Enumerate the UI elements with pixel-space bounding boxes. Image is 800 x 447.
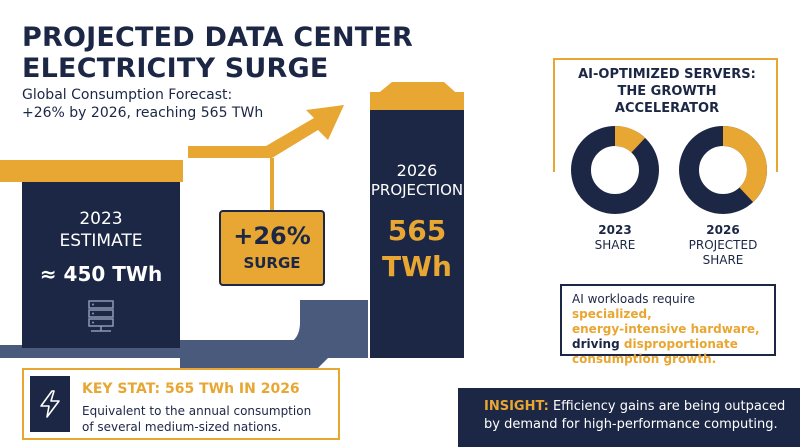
ai-card-title-line-2: THE GROWTH ACCELERATOR <box>614 84 720 116</box>
insight-label: INSIGHT: <box>484 399 549 414</box>
ai-card-title-line-1: AI-OPTIMIZED SERVERS: <box>578 67 756 82</box>
donut-2023-ai-share <box>615 126 646 153</box>
share-donuts <box>571 126 767 214</box>
ai-note-text-3a: driving <box>572 337 624 351</box>
projection-unit: TWh <box>382 250 452 283</box>
ai-card-frame <box>553 58 778 172</box>
estimate-label: ESTIMATE <box>59 231 143 251</box>
key-stat-heading: KEY STAT: 565 TWh IN 2026 <box>82 381 300 397</box>
ai-note-text-3b: disproportionate <box>623 337 738 351</box>
donut-2026-year: 2026 <box>706 223 740 237</box>
key-stat-line-2: of several medium-sized nations. <box>82 420 282 434</box>
title-line-1: PROJECTED DATA CENTER <box>22 22 414 53</box>
projection-value: 565 <box>387 214 447 247</box>
surge-label: SURGE <box>243 254 301 272</box>
page-title: PROJECTED DATA CENTER ELECTRICITY SURGE <box>22 22 413 84</box>
ai-note-line-2: energy-intensive hardware, <box>572 322 760 336</box>
subtitle-line-1: Global Consumption Forecast: <box>22 87 233 103</box>
surge-percent: +26% <box>233 222 311 250</box>
insight-banner: INSIGHT: Efficiency gains are being outp… <box>458 388 800 447</box>
donut-2023-remainder <box>571 126 659 214</box>
ai-note-box: AI workloads require specialized, energy… <box>560 284 776 366</box>
donut-2023-year: 2023 <box>598 223 632 237</box>
projection-label: PROJECTION <box>370 181 464 199</box>
subtitle: Global Consumption Forecast: +26% by 202… <box>22 86 263 122</box>
estimate-2023-block: 2023 ESTIMATE ≈ 450 TWh <box>22 182 180 348</box>
donut-2026-label: 2026 PROJECTED SHARE <box>678 223 768 268</box>
donut-2023 <box>571 126 659 214</box>
gold-strip-right-base <box>370 92 464 110</box>
key-stat-box: KEY STAT: 565 TWh IN 2026 Equivalent to … <box>22 368 340 440</box>
key-stat-icon-tile <box>30 376 70 432</box>
growth-arrow-icon <box>188 105 344 158</box>
title-line-2: ELECTRICITY SURGE <box>22 53 329 84</box>
ai-card-title: AI-OPTIMIZED SERVERS: THE GROWTH ACCELER… <box>572 66 762 117</box>
donut-2026 <box>679 126 767 214</box>
insight-text-1: Efficiency gains are being outpaced <box>548 399 786 414</box>
server-icon <box>88 300 114 332</box>
estimate-value: ≈ 450 TWh <box>39 262 163 286</box>
ai-note-line-3: driving disproportionate <box>572 337 772 352</box>
ai-note-line-4: consumption growth. <box>572 352 717 366</box>
ai-note-text-1a: AI workloads require <box>572 292 695 306</box>
ai-note-line-1: AI workloads require specialized, <box>572 292 772 322</box>
key-stat-line-1: Equivalent to the annual consumption <box>82 404 312 418</box>
flow-band-slate <box>180 300 368 368</box>
donut-2026-caption-1: PROJECTED <box>688 238 758 252</box>
donut-2023-label: 2023 SHARE <box>570 223 660 253</box>
projection-year: 2026 <box>396 161 438 180</box>
lightning-icon <box>40 390 60 418</box>
donut-2023-caption: SHARE <box>594 238 636 252</box>
insight-line-1: INSIGHT: Efficiency gains are being outp… <box>484 398 794 416</box>
subtitle-line-2: +26% by 2026, reaching 565 TWh <box>22 105 264 121</box>
ai-note-text-1b: specialized, <box>572 307 652 321</box>
surge-tag: +26% SURGE <box>219 210 325 286</box>
estimate-year: 2023 <box>79 209 123 229</box>
donut-2026-ai-share <box>723 126 767 203</box>
donut-2026-caption-2: SHARE <box>702 253 744 267</box>
gold-strip-left <box>0 160 183 182</box>
projection-2026-block: 2026 PROJECTION 565 TWh <box>370 110 464 358</box>
insight-line-2: by demand for high-performance computing… <box>484 417 778 432</box>
